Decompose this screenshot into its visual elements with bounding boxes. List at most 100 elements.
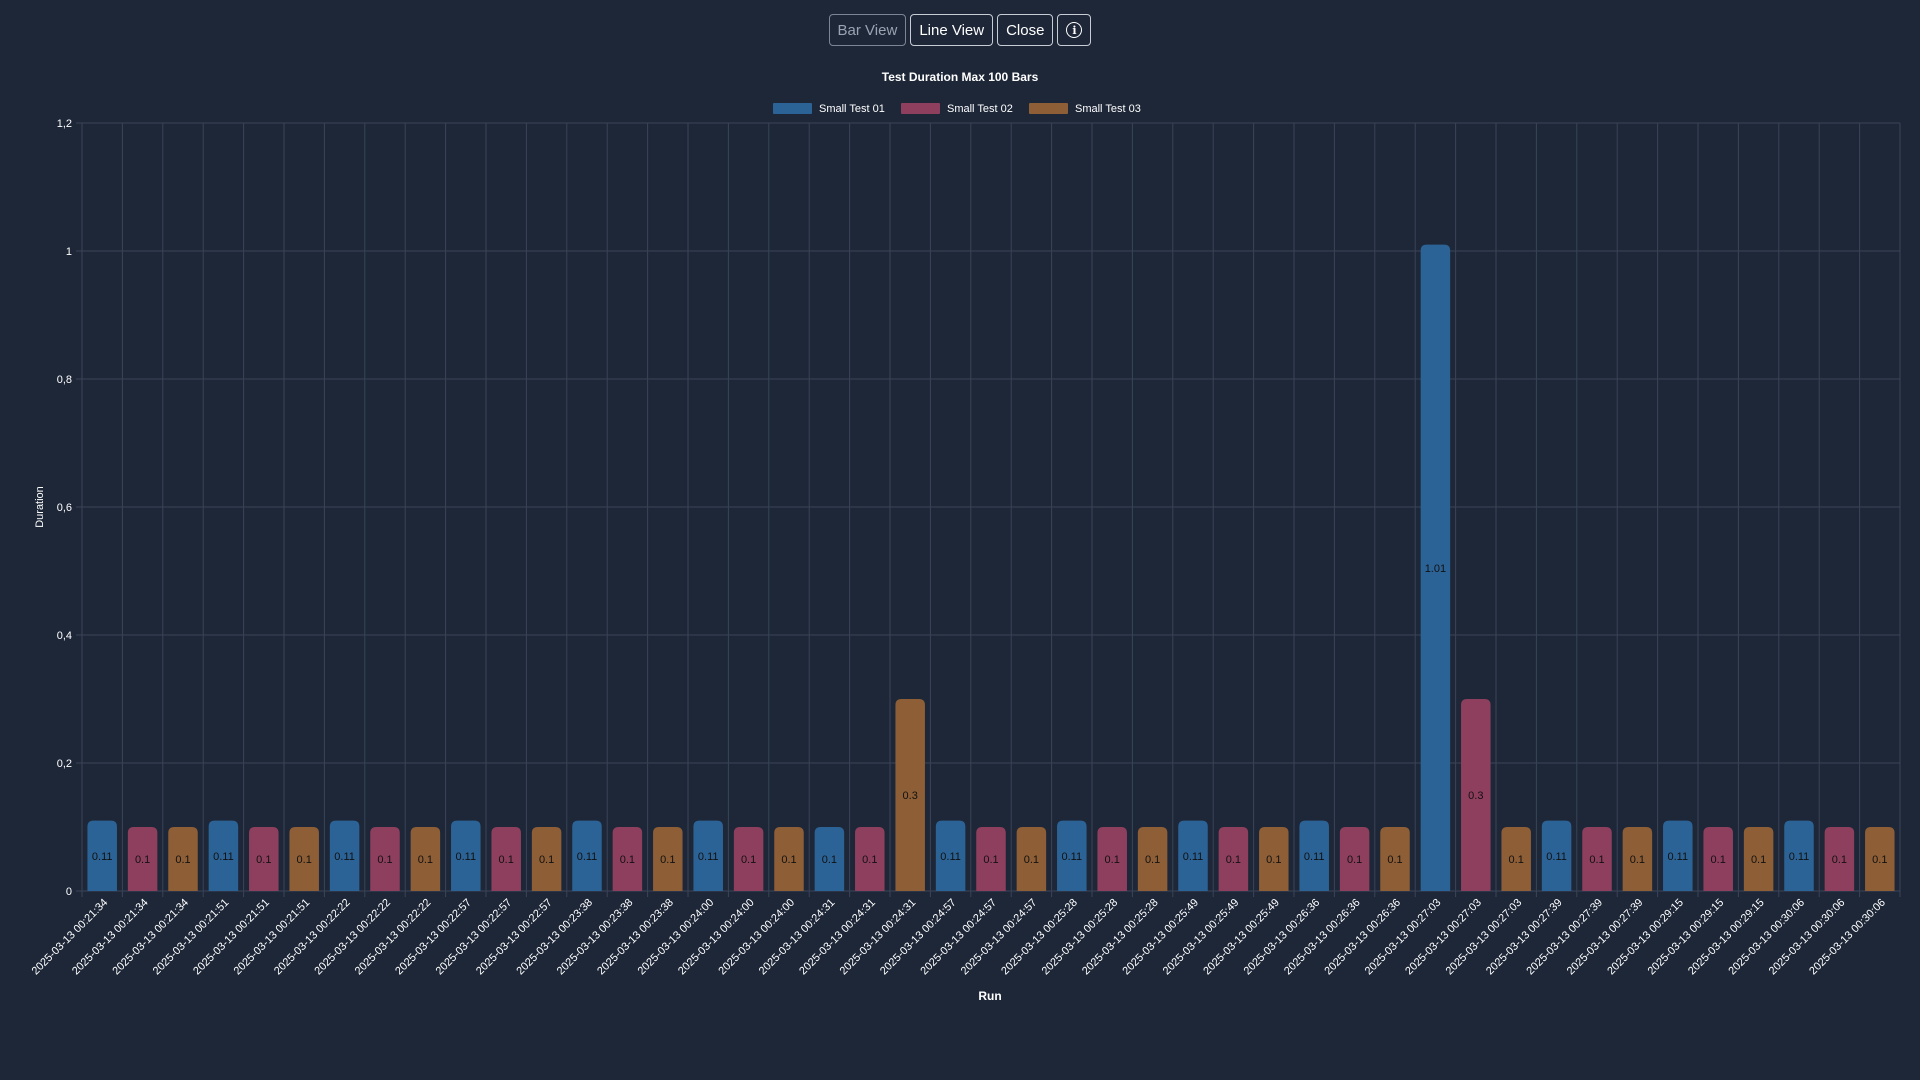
bar[interactable] (1097, 827, 1127, 891)
legend-swatch[interactable] (1029, 103, 1068, 114)
info-button[interactable]: i (1057, 14, 1092, 46)
bar[interactable] (1703, 827, 1733, 891)
bar[interactable] (1541, 820, 1572, 891)
x-tick-label: 2025-03-13 00:21:51 (232, 897, 313, 978)
y-axis-label: Duration (34, 486, 46, 528)
bar-value-label: 0.1 (1105, 854, 1120, 866)
x-tick-label: 2025-03-13 00:23:38 (514, 897, 595, 978)
x-tick-label: 2025-03-13 00:26:36 (1242, 897, 1323, 978)
bar[interactable] (976, 827, 1006, 891)
x-tick-label: 2025-03-13 00:24:57 (959, 897, 1040, 978)
bar[interactable] (1865, 827, 1895, 891)
bar[interactable] (370, 827, 400, 891)
bar[interactable] (895, 699, 925, 891)
bar-value-label: 0.1 (1347, 854, 1362, 866)
bar[interactable] (1582, 827, 1612, 891)
bar[interactable] (329, 820, 360, 891)
bar-value-label: 0.11 (1304, 851, 1325, 863)
chart-legend: Small Test 01 Small Test 02 Small Test 03 (773, 103, 1141, 115)
bar[interactable] (491, 827, 521, 891)
bar-value-label: 0.1 (135, 854, 150, 866)
bar-value-label: 0.1 (1145, 854, 1160, 866)
x-tick-label: 2025-03-13 00:25:49 (1201, 897, 1282, 978)
bar[interactable] (814, 827, 845, 891)
bar[interactable] (693, 820, 723, 891)
x-tick-label: 2025-03-13 00:24:00 (716, 897, 797, 978)
x-tick-label: 2025-03-13 00:22:22 (312, 897, 393, 978)
bar-view-button[interactable]: Bar View (828, 14, 907, 46)
bar[interactable] (208, 820, 239, 891)
bar-value-label: 0.1 (1024, 854, 1039, 866)
x-tick-label: 2025-03-13 00:29:15 (1605, 897, 1686, 978)
bar[interactable] (572, 820, 602, 891)
legend-label[interactable]: Small Test 01 (819, 103, 885, 115)
x-tick-label: 2025-03-13 00:29:15 (1686, 897, 1767, 978)
bar[interactable] (1178, 820, 1208, 891)
x-tick-label: 2025-03-13 00:21:51 (191, 897, 272, 978)
bar[interactable] (1743, 827, 1774, 891)
bar-value-label: 0.1 (1832, 854, 1847, 866)
x-tick-label: 2025-03-13 00:24:00 (676, 897, 757, 978)
y-tick-label: 0,6 (57, 502, 72, 514)
bar-value-label: 0.1 (175, 854, 190, 866)
bar-value-label: 0.1 (418, 854, 433, 866)
x-tick-label: 2025-03-13 00:22:57 (393, 897, 474, 978)
x-tick-label: 2025-03-13 00:27:39 (1524, 897, 1605, 978)
x-tick-label: 2025-03-13 00:24:57 (878, 897, 959, 978)
bar[interactable] (1259, 827, 1289, 891)
bar-value-label: 0.1 (1589, 854, 1604, 866)
bar[interactable] (1057, 820, 1087, 891)
bar[interactable] (935, 820, 966, 891)
bar[interactable] (1016, 827, 1047, 891)
legend-label[interactable]: Small Test 02 (947, 103, 1013, 115)
bar[interactable] (1663, 820, 1693, 891)
bar-value-label: 0.11 (1062, 851, 1083, 863)
bar[interactable] (127, 827, 158, 891)
bar[interactable] (451, 820, 481, 891)
bar[interactable] (1622, 827, 1653, 891)
bar[interactable] (531, 827, 562, 891)
close-button[interactable]: Close (997, 14, 1054, 46)
bar-value-label: 0.1 (377, 854, 392, 866)
x-tick-label: 2025-03-13 00:25:28 (999, 897, 1080, 978)
bar[interactable] (249, 827, 279, 891)
x-tick-label: 2025-03-13 00:22:22 (272, 897, 353, 978)
bar[interactable] (855, 827, 885, 891)
bar[interactable] (1824, 827, 1855, 891)
bar[interactable] (733, 827, 764, 891)
bar[interactable] (87, 820, 117, 891)
bar[interactable] (774, 827, 804, 891)
bar[interactable] (1339, 827, 1370, 891)
bar-value-label: 0.1 (781, 854, 796, 866)
bar-value-label: 0.11 (213, 851, 234, 863)
bar[interactable] (289, 827, 319, 891)
line-view-button[interactable]: Line View (910, 14, 994, 46)
bar[interactable] (612, 827, 643, 891)
bar-value-label: 0.11 (1789, 851, 1810, 863)
bar[interactable] (1380, 827, 1410, 891)
bar-value-label: 0.1 (1711, 854, 1726, 866)
bar[interactable] (1461, 699, 1491, 891)
bar[interactable] (1501, 827, 1531, 891)
bar-value-label: 0.1 (983, 854, 998, 866)
legend-swatch[interactable] (901, 103, 940, 114)
x-tick-label: 2025-03-13 00:24:00 (636, 897, 717, 978)
bar-value-label: 0.1 (620, 854, 635, 866)
bar[interactable] (1420, 244, 1451, 892)
legend-swatch[interactable] (773, 103, 812, 114)
bar-value-label: 0.1 (256, 854, 271, 866)
bar[interactable] (1299, 820, 1329, 891)
y-tick-label: 1,2 (57, 118, 72, 130)
bar-value-label: 0.1 (1751, 854, 1766, 866)
legend-label[interactable]: Small Test 03 (1075, 103, 1141, 115)
bar[interactable] (653, 827, 683, 891)
bar[interactable] (1137, 827, 1168, 891)
bar[interactable] (410, 827, 441, 891)
bar[interactable] (168, 827, 198, 891)
bar-value-label: 0.11 (1183, 851, 1204, 863)
bar[interactable] (1218, 827, 1249, 891)
bar-value-label: 0.11 (940, 851, 961, 863)
bar[interactable] (1784, 820, 1814, 891)
y-tick-label: 0,8 (57, 374, 72, 386)
